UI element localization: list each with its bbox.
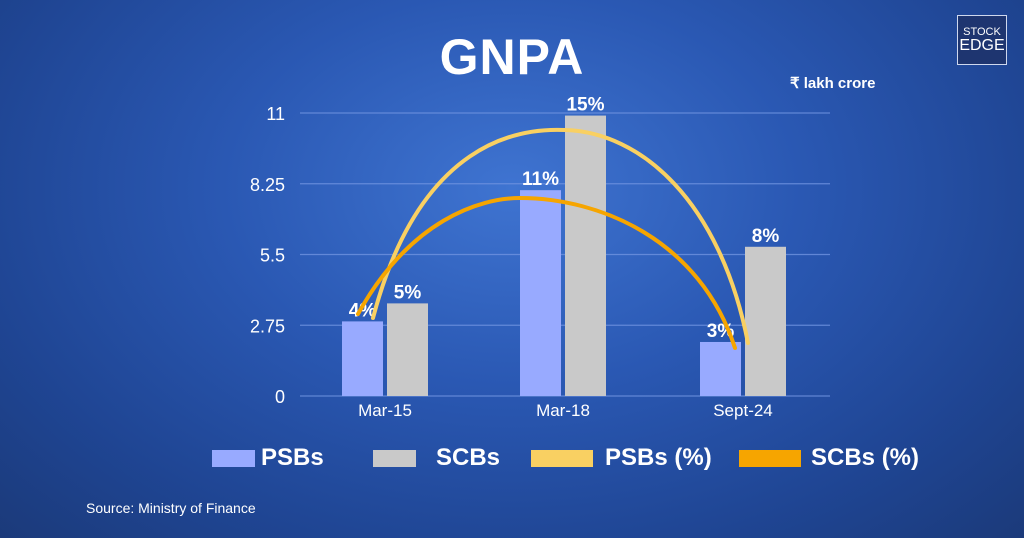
legend-label: PSBs (%) (605, 444, 712, 471)
data-label: 4% (349, 300, 377, 321)
data-label: 5% (394, 282, 422, 303)
bar-scbs (745, 246, 786, 396)
line-psbs-pct (371, 127, 750, 345)
data-label: 15% (566, 95, 604, 116)
legend-psbs-pct: PSBs (%) (531, 444, 712, 472)
legend-label: SCBs (436, 444, 501, 471)
x-tick-label: Mar-18 (536, 401, 590, 420)
chart-title: GNPA (439, 29, 585, 85)
bar-scbs (387, 303, 428, 396)
unit-label: ₹ lakh crore (790, 75, 876, 92)
y-tick-label: 5.5 (260, 246, 285, 266)
y-tick-label: 0 (275, 387, 285, 407)
data-label: 8% (752, 226, 780, 247)
legend-label: PSBs (261, 444, 324, 471)
bar-psbs (520, 190, 561, 396)
line-scbs-pct (356, 195, 737, 350)
y-tick-label: 2.75 (250, 316, 285, 336)
logo-line1: STOCK (963, 25, 1001, 38)
bar-scbs (565, 115, 606, 396)
legend-scbs-pct: SCBs (%) (739, 444, 919, 472)
data-label: 11% (522, 169, 559, 190)
stockedge-logo: STOCK EDGE (957, 15, 1007, 65)
y-tick-label: 8.25 (250, 175, 285, 195)
logo-line2: EDGE (959, 36, 1005, 54)
y-tick-label: 11 (266, 104, 285, 124)
legend-label: SCBs (%) (811, 444, 920, 471)
legend-swatch-psbs-pct (531, 449, 593, 467)
x-tick-label: Sept-24 (713, 401, 773, 420)
bar-psbs (342, 321, 383, 396)
legend-psbs: PSBs (212, 444, 324, 472)
bar-psbs (700, 341, 741, 396)
x-tick-label: Mar-15 (358, 401, 412, 420)
legend-swatch-psbs (212, 449, 255, 467)
legend-swatch-scbs (373, 449, 416, 467)
legend-swatch-scbs-pct (739, 449, 801, 467)
source-note: Source: Ministry of Finance (86, 500, 256, 516)
legend-scbs: SCBs (373, 444, 500, 472)
